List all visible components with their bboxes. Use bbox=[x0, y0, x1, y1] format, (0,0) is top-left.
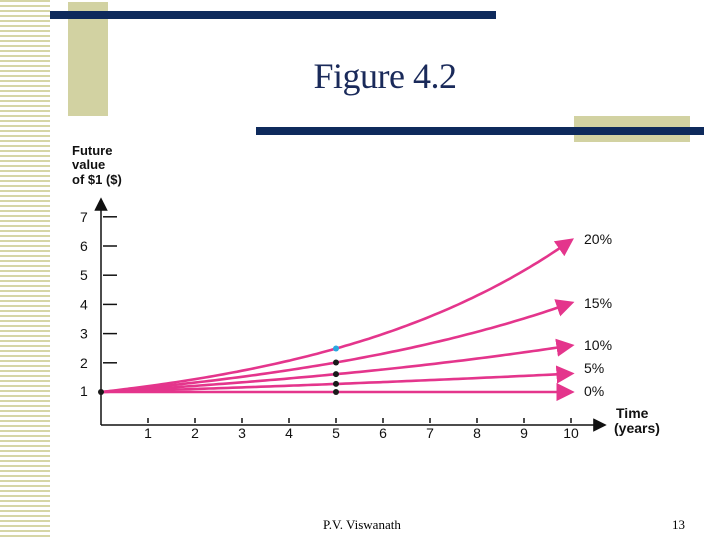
x-tick-label: 3 bbox=[238, 425, 246, 441]
y-axis-ticks: 2 3 4 5 6 7 bbox=[80, 209, 117, 371]
series-label: 15% bbox=[584, 295, 612, 311]
page-number: 13 bbox=[672, 517, 685, 532]
footer-author: P.V. Viswanath bbox=[323, 517, 401, 532]
x-axis-title: Time (years) bbox=[614, 405, 660, 436]
y-tick-label: 5 bbox=[80, 267, 88, 283]
x-tick-label: 8 bbox=[473, 425, 481, 441]
year-5-marker bbox=[333, 380, 339, 387]
x-axis-title-line: Time bbox=[616, 405, 649, 421]
series-line bbox=[100, 238, 574, 394]
left-stripe-decoration bbox=[0, 0, 50, 540]
slide-title: Figure 4.2 bbox=[313, 56, 458, 96]
y-tick-label: 2 bbox=[80, 355, 88, 371]
x-tick-label: 7 bbox=[426, 425, 434, 441]
series-label: 10% bbox=[584, 337, 612, 353]
y-tick-label: 4 bbox=[80, 296, 88, 312]
x-tick-label: 9 bbox=[520, 425, 528, 441]
x-axis-ticks: 1 2 3 4 5 6 7 8 9 10 bbox=[144, 418, 579, 441]
x-axis-title-line: (years) bbox=[614, 420, 660, 436]
origin-label: 1 bbox=[80, 383, 88, 399]
series-labels: 0% 5% 10% 15% 20% bbox=[584, 231, 612, 399]
series-lines bbox=[100, 238, 575, 402]
y-axis-title: Future value of $1 ($) bbox=[72, 143, 122, 187]
year-5-markers bbox=[98, 345, 339, 395]
y-axis-title-line: Future bbox=[72, 143, 112, 158]
series-label: 20% bbox=[584, 231, 612, 247]
x-tick-label: 4 bbox=[285, 425, 293, 441]
x-tick-label: 6 bbox=[379, 425, 387, 441]
y-tick-label: 6 bbox=[80, 238, 88, 254]
series-label: 0% bbox=[584, 383, 604, 399]
y-tick-label: 3 bbox=[80, 326, 88, 342]
tan-block-top-left bbox=[68, 2, 108, 116]
year-5-marker bbox=[333, 389, 339, 395]
year-5-marker bbox=[333, 345, 339, 352]
navy-bar-top bbox=[50, 11, 496, 19]
origin-marker bbox=[98, 389, 104, 395]
x-tick-label: 2 bbox=[191, 425, 199, 441]
y-tick-label: 7 bbox=[80, 209, 88, 225]
navy-bar-mid bbox=[256, 127, 704, 135]
x-tick-label: 5 bbox=[332, 425, 340, 441]
x-tick-label: 10 bbox=[563, 425, 579, 441]
x-tick-label: 1 bbox=[144, 425, 152, 441]
year-5-marker bbox=[333, 359, 339, 366]
y-axis-title-line: value bbox=[72, 157, 105, 172]
year-5-marker bbox=[333, 371, 339, 378]
series-label: 5% bbox=[584, 360, 604, 376]
y-axis-title-line: of $1 ($) bbox=[72, 172, 122, 187]
